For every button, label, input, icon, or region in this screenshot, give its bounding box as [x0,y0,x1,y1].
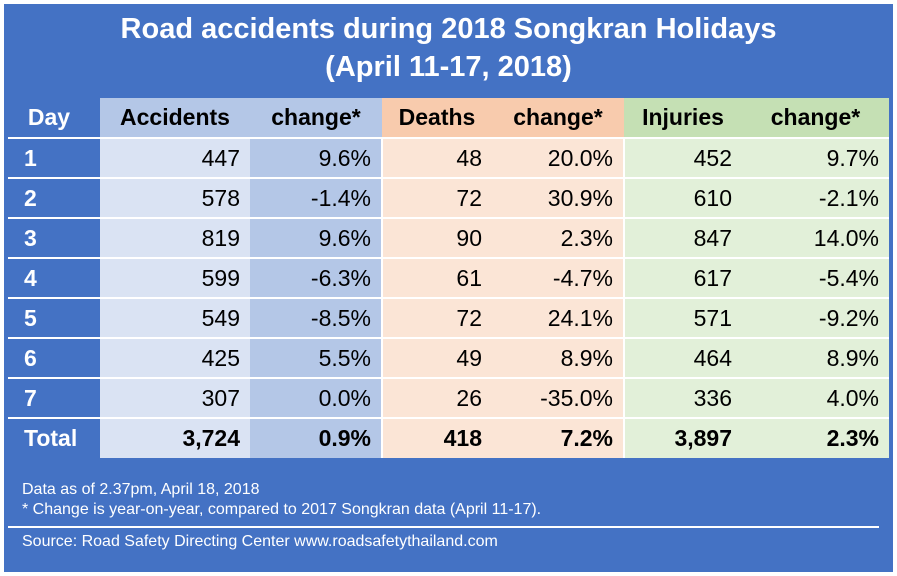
column-header: change* [250,98,382,139]
day-cell: 4 [8,258,100,299]
deaths-cell: 49 [382,338,492,379]
column-header: change* [742,98,889,139]
day-cell: 2 [8,178,100,219]
deaths-cell: 48 [382,138,492,179]
accidents-change-cell: -6.3% [250,258,383,299]
accidents-cell: 599 [100,258,250,299]
deaths-cell: 72 [382,298,492,339]
total-row: Total 3,724 0.9% 418 7.2% 3,897 2.3% [8,418,889,458]
column-header: Injuries [624,98,742,139]
deaths-change-cell: -4.7% [492,258,625,299]
day-cell: 6 [8,338,100,379]
chart-title: Road accidents during 2018 Songkran Holi… [4,10,893,86]
injuries-change-cell: 8.9% [742,338,889,379]
accidents-cell: 578 [100,178,250,219]
injuries-cell: 452 [624,138,742,179]
table-row: 6 425 5.5% 49 8.9% 464 8.9% [8,338,889,379]
injuries-change-cell: 4.0% [742,378,889,419]
deaths-cell: 26 [382,378,492,419]
deaths-change-cell: 24.1% [492,298,625,339]
change-note: * Change is year-on-year, compared to 20… [22,501,542,518]
table-row: 5 549 -8.5% 72 24.1% 571 -9.2% [8,298,889,339]
table-frame: Road accidents during 2018 Songkran Holi… [4,4,893,572]
day-cell: 7 [8,378,100,419]
day-cell: 1 [8,138,100,179]
table-row: 2 578 -1.4% 72 30.9% 610 -2.1% [8,178,889,219]
accidents-change-cell: 0.0% [250,378,383,419]
injuries-cell: 464 [624,338,742,379]
deaths-cell: 72 [382,178,492,219]
accidents-change-cell: 9.6% [250,138,383,179]
table-row: 4 599 -6.3% 61 -4.7% 617 -5.4% [8,258,889,299]
data-as-of-note: Data as of 2.37pm, April 18, 2018 [22,481,260,498]
deaths-cell: 61 [382,258,492,299]
column-header: Day [8,98,100,139]
footer: Data as of 2.37pm, April 18, 2018 * Chan… [8,480,879,552]
deaths-change-cell: 2.3% [492,218,625,259]
injuries-cell: 847 [624,218,742,259]
accidents-cell: 549 [100,298,250,339]
footer-divider [8,526,879,528]
accidents-cell: 447 [100,138,250,179]
accidents-change-cell: -8.5% [250,298,383,339]
deaths-cell: 90 [382,218,492,259]
accidents-change-cell: -1.4% [250,178,383,219]
header-row: Day Accidents change* Deaths change* Inj… [8,98,889,139]
source-note: Source: Road Safety Directing Center www… [22,533,498,550]
injuries-cell: 571 [624,298,742,339]
title-line-1: Road accidents during 2018 Songkran Holi… [120,13,777,45]
injuries-change-cell: -9.2% [742,298,889,339]
injuries-change-cell: 14.0% [742,218,889,259]
deaths-change-cell: 30.9% [492,178,625,219]
table-row: 1 447 9.6% 48 20.0% 452 9.7% [8,138,889,179]
column-header: change* [492,98,624,139]
day-cell: 5 [8,298,100,339]
deaths-change-cell: -35.0% [492,378,625,419]
day-cell: 3 [8,218,100,259]
deaths-cell: 418 [382,418,492,458]
deaths-change-cell: 8.9% [492,338,625,379]
table-row: 3 819 9.6% 90 2.3% 847 14.0% [8,218,889,259]
deaths-change-cell: 7.2% [492,418,625,458]
injuries-change-cell: -5.4% [742,258,889,299]
data-table: Day Accidents change* Deaths change* Inj… [8,98,889,458]
table-row: 7 307 0.0% 26 -35.0% 336 4.0% [8,378,889,419]
column-header: Accidents [100,98,250,139]
day-cell: Total [8,418,100,458]
title-line-2: (April 11-17, 2018) [325,51,572,83]
deaths-change-cell: 20.0% [492,138,625,179]
injuries-cell: 610 [624,178,742,219]
injuries-change-cell: -2.1% [742,178,889,219]
accidents-cell: 3,724 [100,418,250,458]
accidents-change-cell: 0.9% [250,418,383,458]
accidents-cell: 307 [100,378,250,419]
accidents-change-cell: 5.5% [250,338,383,379]
injuries-cell: 3,897 [624,418,742,458]
column-header: Deaths [382,98,492,139]
accidents-cell: 425 [100,338,250,379]
accidents-cell: 819 [100,218,250,259]
injuries-change-cell: 2.3% [742,418,889,458]
accidents-change-cell: 9.6% [250,218,383,259]
injuries-cell: 336 [624,378,742,419]
injuries-change-cell: 9.7% [742,138,889,179]
injuries-cell: 617 [624,258,742,299]
